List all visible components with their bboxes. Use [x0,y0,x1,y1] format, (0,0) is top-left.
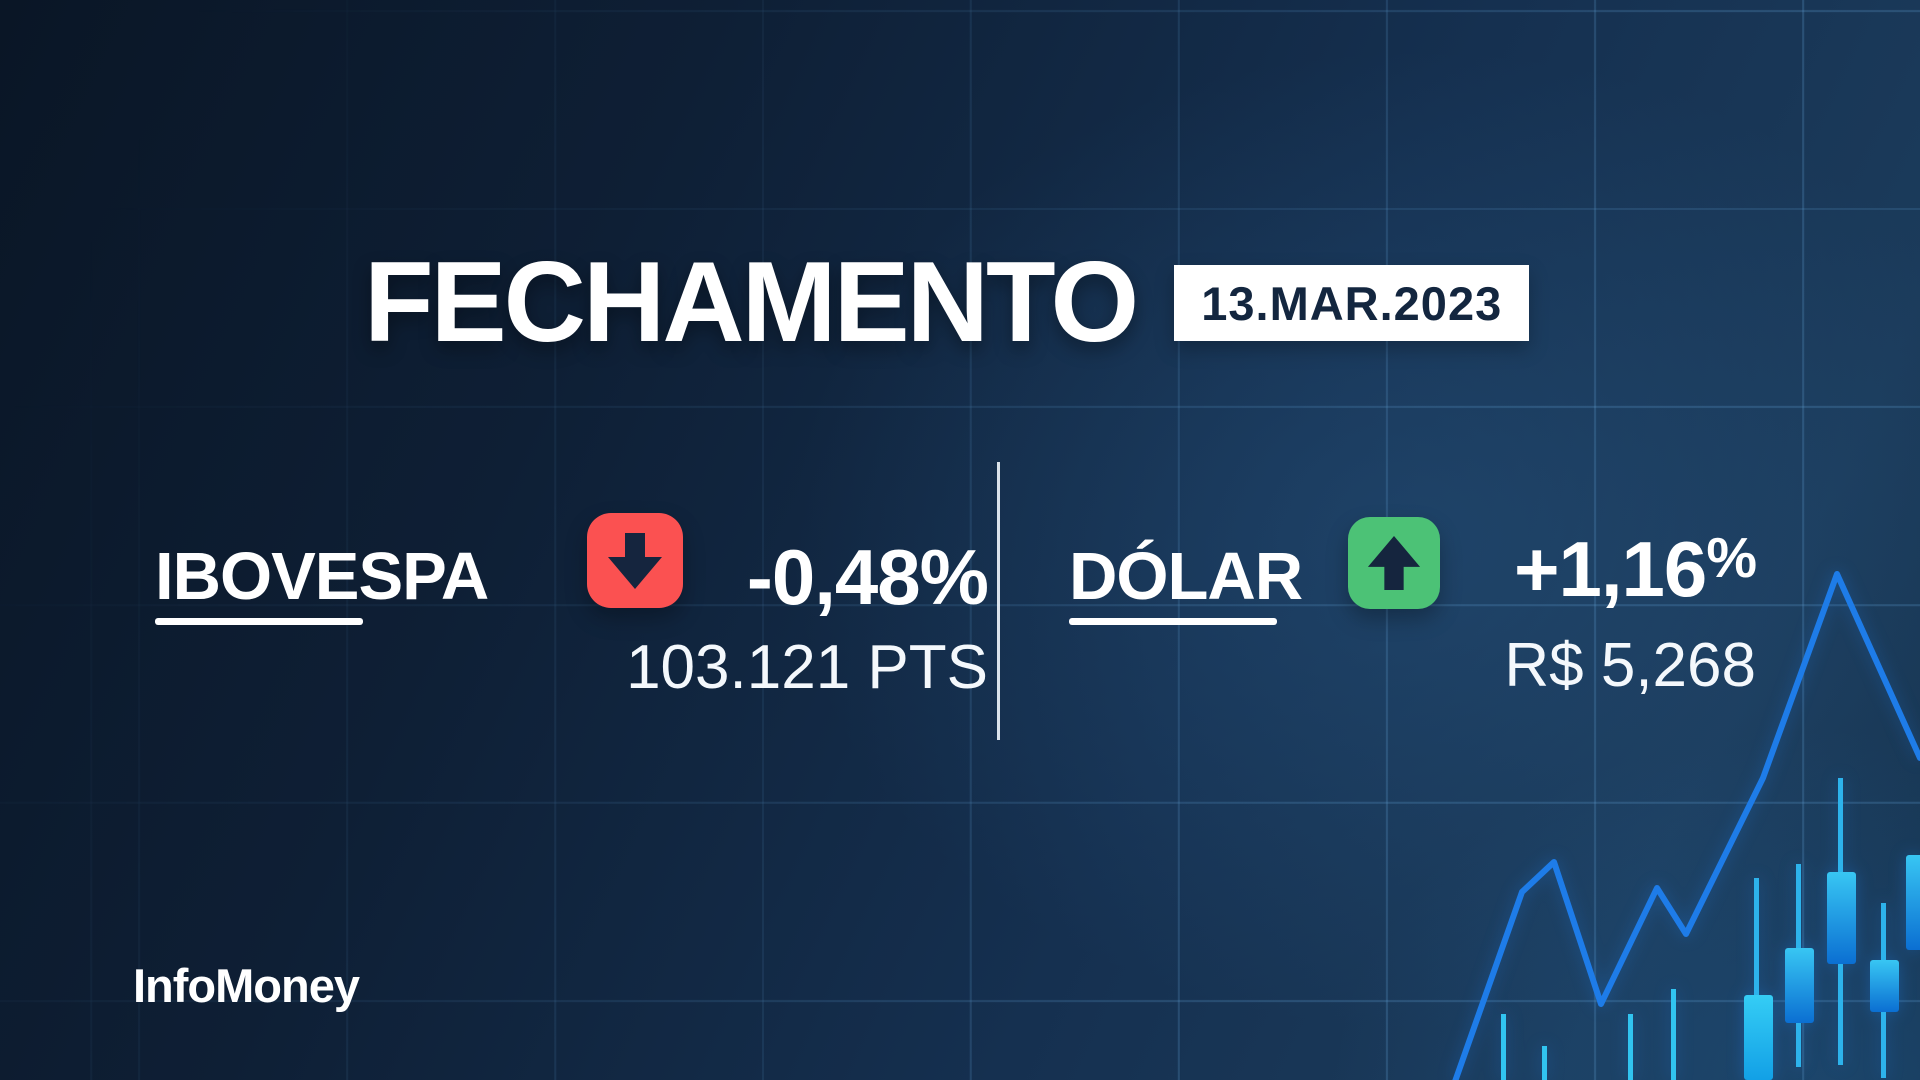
indicator-value-ibovespa: 103.121 PTS [626,633,988,702]
wick [1542,1046,1547,1080]
date-badge: 13.MAR.2023 [1174,265,1530,341]
wick [1628,1014,1633,1080]
page-title: FECHAMENTO [364,239,1139,366]
candle-body [1827,872,1856,964]
change-percent-sign: % [1706,526,1757,590]
wick [1671,989,1676,1080]
header: FECHAMENTO 13.MAR.2023 [364,239,1530,366]
indicator-change-ibovespa: -0,48% [746,533,989,621]
candle-body [1785,948,1814,1023]
candle-body [1870,960,1899,1012]
line-chart-graphic [1452,571,1920,1080]
change-number: +1,16 [1513,525,1707,613]
candle-body [1744,995,1773,1080]
arrow-up-square-icon [1348,517,1440,609]
wick [1754,878,1759,1080]
indicator-underline [155,618,363,625]
infomoney-logo: InfoMoney [133,959,360,1012]
candle-body [1906,855,1920,950]
vertical-divider [997,462,1000,740]
indicator-name-ibovespa: IBOVESPA [155,539,489,614]
arrow-down-square-icon [587,513,683,608]
wick [1501,1014,1506,1080]
indicator-change-dolar: +1,16% [1420,524,1757,615]
indicator-name-dolar: DÓLAR [1069,539,1303,614]
indicator-value-dolar: R$ 5,268 [1504,631,1756,700]
candlestick-chart-graphic [1452,571,1920,1080]
indicator-underline [1069,618,1277,625]
